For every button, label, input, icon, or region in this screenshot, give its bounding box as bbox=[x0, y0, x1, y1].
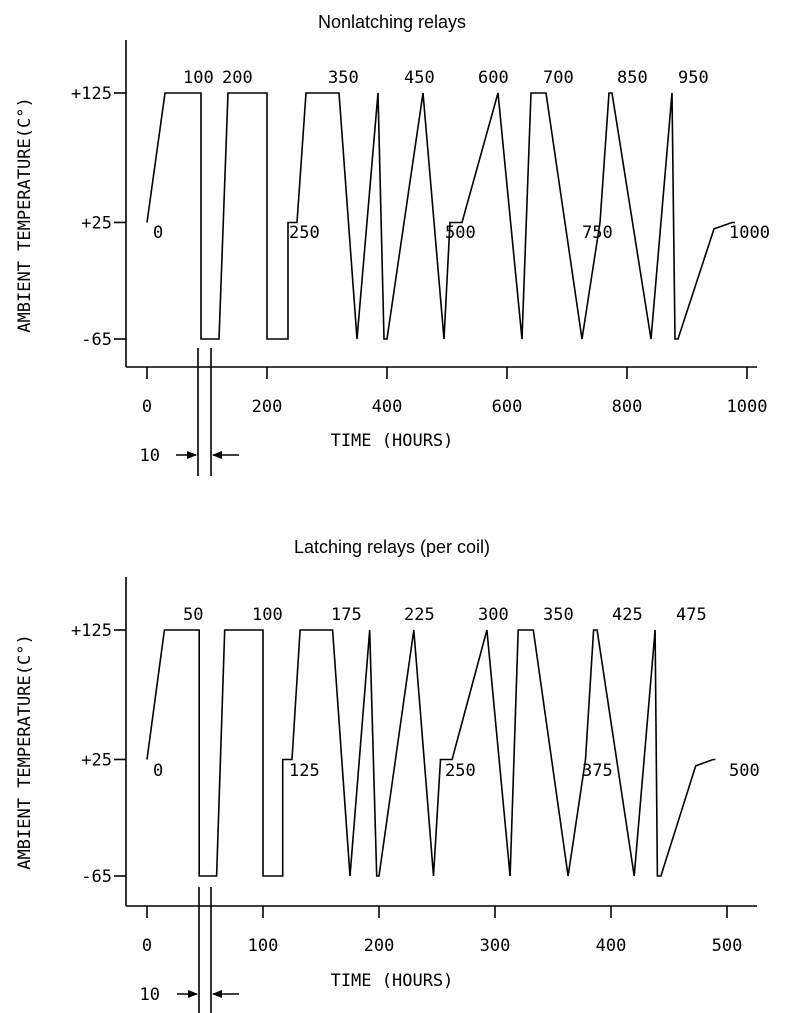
chart-1-x-tick-label: 400 bbox=[372, 397, 403, 417]
chart-1-x-tick-label: 1000 bbox=[727, 397, 768, 417]
chart-1-cycle-label: 200 bbox=[222, 68, 253, 88]
chart-2-x-tick-label: 400 bbox=[596, 936, 627, 956]
chart-2-cycle-label: 225 bbox=[404, 605, 435, 625]
chart-2-cycle-label: 250 bbox=[445, 761, 476, 781]
chart-2-x-tick-label: 100 bbox=[248, 936, 279, 956]
chart-1-y-axis-label: AMBIENT TEMPERATURE(C°) bbox=[15, 97, 35, 332]
chart-2-y-axis-label: AMBIENT TEMPERATURE(C°) bbox=[15, 634, 35, 869]
chart-2-title: Latching relays (per coil) bbox=[294, 537, 490, 557]
chart-2-cycle-label: 425 bbox=[612, 605, 643, 625]
chart-2-gap-arrow-left-head bbox=[188, 990, 198, 998]
chart-2-x-axis-label: TIME (HOURS) bbox=[331, 971, 454, 991]
chart-1-cycle-label: 100 bbox=[183, 68, 214, 88]
chart-1-cycle-label: 1000 bbox=[729, 223, 770, 243]
chart-1-gap-arrow-left-head bbox=[187, 451, 197, 459]
chart-1-y-tick-label: +125 bbox=[71, 84, 112, 104]
chart-2-cycle-label: 50 bbox=[183, 605, 203, 625]
chart-1-title: Nonlatching relays bbox=[318, 12, 466, 32]
chart-1-y-tick-label: +25 bbox=[81, 213, 112, 233]
chart-1-x-tick-label: 600 bbox=[492, 397, 523, 417]
chart-1-series-1-line bbox=[146, 92, 735, 340]
chart-2-gap-label: 10 bbox=[140, 985, 160, 1005]
chart-2-cycle-label: 175 bbox=[331, 605, 362, 625]
chart-2-cycle-label: 375 bbox=[582, 761, 613, 781]
chart-2-x-tick-label: 0 bbox=[142, 936, 152, 956]
chart-2-cycle-label: 300 bbox=[478, 605, 509, 625]
chart-1-x-tick-label: 0 bbox=[142, 397, 152, 417]
chart-2-x-tick-label: 200 bbox=[364, 936, 395, 956]
chart-2-x-tick-label: 300 bbox=[480, 936, 511, 956]
chart-2-cycle-label: 500 bbox=[729, 761, 760, 781]
chart-1-y-tick-label: -65 bbox=[81, 330, 112, 350]
chart-1-cycle-label: 0 bbox=[153, 223, 163, 243]
chart-1-x-tick-label: 800 bbox=[612, 397, 643, 417]
chart-1-x-tick-label: 200 bbox=[252, 397, 283, 417]
chart-2-cycle-label: 125 bbox=[289, 761, 320, 781]
chart-1-cycle-label: 500 bbox=[445, 223, 476, 243]
chart-1-gap-label: 10 bbox=[140, 446, 160, 466]
chart-2-gap-arrow-right-head bbox=[212, 990, 222, 998]
chart-2-y-tick-label: +25 bbox=[81, 750, 112, 770]
chart-1-cycle-label: 700 bbox=[543, 68, 574, 88]
chart-1-x-axis-label: TIME (HOURS) bbox=[331, 431, 454, 451]
chart-1-cycle-label: 950 bbox=[678, 68, 709, 88]
chart-1-cycle-label: 350 bbox=[328, 68, 359, 88]
chart-1-cycle-label: 250 bbox=[289, 223, 320, 243]
chart-1-cycle-label: 600 bbox=[478, 68, 509, 88]
chart-2-x-tick-label: 500 bbox=[712, 936, 743, 956]
chart-1-cycle-label: 450 bbox=[404, 68, 435, 88]
chart-2-cycle-label: 0 bbox=[153, 761, 163, 781]
chart-2-cycle-label: 350 bbox=[543, 605, 574, 625]
chart-2-y-tick-label: -65 bbox=[81, 867, 112, 887]
chart-2-y-tick-label: +125 bbox=[71, 621, 112, 641]
chart-2-cycle-label: 475 bbox=[676, 605, 707, 625]
chart-1-cycle-label: 850 bbox=[617, 68, 648, 88]
chart-1-gap-arrow-right-head bbox=[212, 451, 222, 459]
chart-2-cycle-label: 100 bbox=[252, 605, 283, 625]
chart-2-series-1-line bbox=[146, 629, 716, 877]
chart-1-cycle-label: 750 bbox=[582, 223, 613, 243]
